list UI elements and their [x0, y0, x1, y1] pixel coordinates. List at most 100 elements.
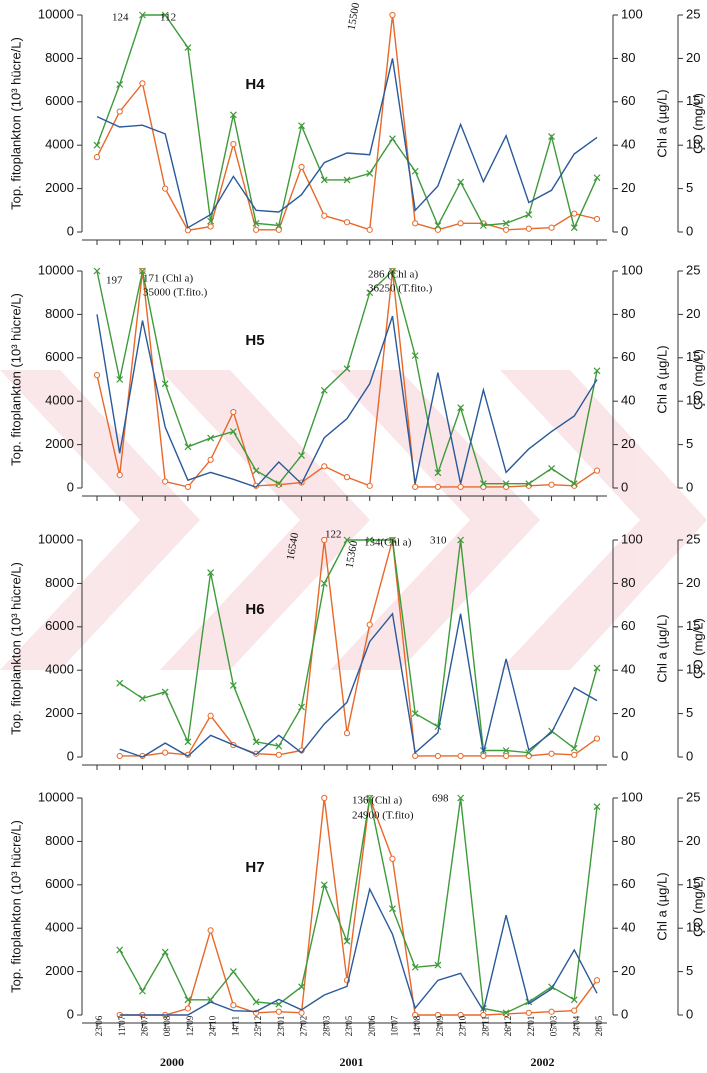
x-tick-label: 27/02 — [299, 1016, 309, 1037]
point — [593, 735, 601, 742]
x-tick-label: 28/05 — [594, 1015, 604, 1036]
point — [320, 176, 328, 184]
y-tick-label: 10000 — [38, 531, 74, 546]
x-tick-label: 22/01 — [526, 1016, 536, 1037]
point — [161, 380, 169, 388]
series-line — [119, 612, 598, 758]
point — [389, 267, 396, 275]
y-tick-label: 4000 — [45, 137, 74, 152]
year-label: 2000 — [160, 1055, 184, 1069]
y3-tick-label: 5 — [686, 180, 693, 195]
y3-axis-title: ÇO (mg/L) — [690, 93, 705, 154]
point — [230, 408, 237, 416]
y-tick-label: 0 — [67, 1006, 74, 1021]
x-tick-label: 24/04 — [571, 1015, 581, 1036]
panel-title: H5 — [245, 332, 264, 349]
point — [593, 367, 601, 375]
y-tick-label: 0 — [67, 223, 74, 238]
point — [548, 224, 555, 231]
point — [162, 478, 169, 485]
point — [525, 1009, 532, 1016]
point — [229, 968, 237, 976]
y-tick-label: 6000 — [45, 93, 74, 108]
y2-tick-label: 20 — [621, 705, 635, 720]
watermark — [0, 370, 707, 670]
point — [252, 998, 260, 1006]
y3-tick-label: 10 — [686, 920, 700, 935]
point — [366, 289, 374, 297]
point — [321, 536, 328, 544]
point — [93, 267, 101, 275]
point — [320, 579, 328, 587]
point — [457, 178, 465, 186]
point — [571, 751, 578, 758]
point — [162, 185, 169, 192]
point — [116, 81, 124, 88]
point — [139, 11, 146, 19]
point — [434, 961, 442, 969]
annotation: 122 — [325, 529, 342, 541]
y3-tick-label: 15 — [686, 618, 700, 633]
point — [548, 750, 555, 757]
x-tick-label: 28/11 — [480, 1016, 490, 1036]
y2-tick-label: 0 — [621, 223, 628, 238]
annotation: 16540 — [285, 531, 302, 561]
y-axis-title: Top. fitoplankton (10³ hücre/L) — [8, 562, 23, 735]
point — [161, 948, 169, 956]
point — [230, 141, 237, 148]
x-tick-label: 11/07 — [117, 1015, 127, 1036]
point — [343, 730, 351, 737]
point — [116, 471, 123, 479]
x-tick-label: 28/03 — [321, 1015, 331, 1036]
point — [411, 710, 419, 718]
x-tick-label: 20/06 — [367, 1015, 377, 1036]
point — [275, 751, 282, 758]
y3-axis-title: ÇO (mg/L) — [690, 876, 705, 937]
point — [412, 1011, 419, 1019]
point — [184, 44, 192, 51]
point — [366, 226, 373, 233]
annotation: 286 (Chl a) — [368, 269, 418, 281]
y3-tick-label: 15 — [686, 349, 700, 364]
point — [184, 443, 192, 451]
x-tick-label: 25/09 — [435, 1015, 445, 1036]
y3-tick-label: 0 — [686, 1006, 693, 1021]
point — [593, 803, 601, 811]
point — [412, 220, 419, 227]
y3-tick-label: 25 — [686, 262, 700, 277]
y3-tick-label: 10 — [686, 137, 700, 152]
point — [161, 11, 169, 19]
point — [502, 219, 510, 227]
point — [434, 752, 442, 760]
point — [320, 386, 328, 394]
y3-tick-label: 15 — [686, 93, 700, 108]
point — [343, 365, 351, 373]
point — [480, 1011, 487, 1019]
point — [184, 1005, 192, 1012]
point — [207, 712, 214, 719]
point — [457, 752, 464, 760]
point — [207, 927, 214, 934]
point — [116, 946, 124, 954]
point — [548, 465, 555, 472]
y2-tick-label: 40 — [621, 137, 635, 152]
y3-tick-label: 20 — [686, 50, 700, 65]
y-tick-label: 4000 — [45, 920, 74, 935]
y2-tick-label: 0 — [621, 748, 628, 763]
point — [252, 226, 260, 233]
annotation: 36250 (T.fito.) — [368, 283, 433, 295]
y-tick-label: 0 — [67, 748, 74, 763]
x-tick-label: 26/12 — [503, 1016, 513, 1037]
point — [343, 536, 351, 544]
y2-axis-title: Chl a (µg/L) — [654, 614, 669, 682]
y3-tick-label: 15 — [686, 876, 700, 891]
point — [298, 703, 305, 711]
y-tick-label: 2000 — [45, 963, 74, 978]
point — [275, 222, 283, 229]
point — [366, 794, 374, 802]
point — [116, 376, 124, 383]
y3-tick-label: 10 — [686, 393, 700, 408]
point — [252, 467, 260, 475]
x-tick-label: 23/01 — [276, 1016, 286, 1037]
